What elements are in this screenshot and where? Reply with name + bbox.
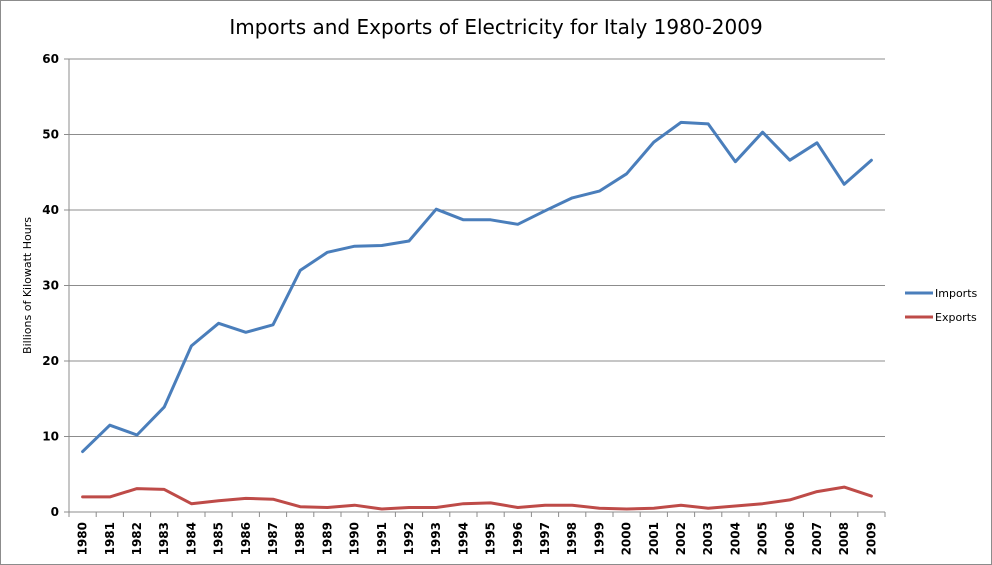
- y-tick-label: 30: [42, 279, 59, 293]
- x-tick-label: 1995: [484, 522, 498, 555]
- x-tick-label: 1987: [266, 522, 280, 555]
- x-tick-label: 1988: [293, 522, 307, 555]
- x-tick-label: 2005: [756, 522, 770, 555]
- x-tick-label: 1989: [320, 522, 334, 555]
- y-tick-label: 0: [51, 505, 59, 519]
- x-tick-label: 2000: [620, 522, 634, 555]
- x-tick-label: 1981: [103, 522, 117, 555]
- y-tick-label: 60: [42, 52, 59, 66]
- x-tick-label: 1990: [348, 522, 362, 555]
- x-tick-label: 1996: [511, 522, 525, 555]
- axes: [64, 58, 886, 517]
- x-tick-label: 1999: [592, 522, 606, 555]
- legend: Imports Exports: [905, 287, 978, 324]
- series-line-imports: [81, 120, 873, 454]
- x-tick-label: 1994: [456, 522, 470, 555]
- y-axis-label: Billions of Kilowatt Hours: [21, 217, 34, 354]
- x-tick-label: 1998: [565, 522, 579, 555]
- x-tick-label: 1982: [130, 522, 144, 555]
- chart-title: Imports and Exports of Electricity for I…: [229, 15, 763, 39]
- x-tick-label: 2006: [783, 522, 797, 555]
- y-tick-label: 40: [42, 203, 59, 217]
- x-tick-labels: 1980 1981 1982 1983 1984 1985 1986 1987 1988 1989…: [76, 522, 879, 555]
- x-tick-label: 2009: [864, 522, 878, 555]
- y-tick-label: 10: [42, 430, 59, 444]
- x-tick-label: 1983: [157, 522, 171, 555]
- x-tick-label: 2004: [728, 522, 742, 555]
- x-tick-label: 1984: [184, 522, 198, 555]
- x-tick-label: 1993: [429, 522, 443, 555]
- y-tick-label: 20: [42, 354, 59, 368]
- x-tick-label: 1997: [538, 522, 552, 555]
- x-tick-label: 2008: [837, 522, 851, 555]
- x-tick-label: 2001: [647, 522, 661, 555]
- x-tick-label: 2007: [810, 522, 824, 555]
- series-line-exports: [81, 485, 873, 511]
- x-tick-label: 1992: [402, 522, 416, 555]
- x-tick-label: 2003: [701, 522, 715, 555]
- gridlines: [69, 58, 885, 437]
- legend-label-exports: Exports: [935, 311, 977, 324]
- y-tick-labels: 0 10 20 30 40 50 60: [42, 52, 59, 519]
- y-tick-label: 50: [42, 128, 59, 142]
- legend-label-imports: Imports: [935, 287, 978, 300]
- x-tick-label: 1985: [212, 522, 226, 555]
- x-tick-label: 1991: [375, 522, 389, 555]
- series-lines: [81, 120, 873, 511]
- x-tick-label: 1986: [239, 522, 253, 555]
- x-tick-label: 1980: [76, 522, 90, 555]
- x-tick-label: 2002: [674, 522, 688, 555]
